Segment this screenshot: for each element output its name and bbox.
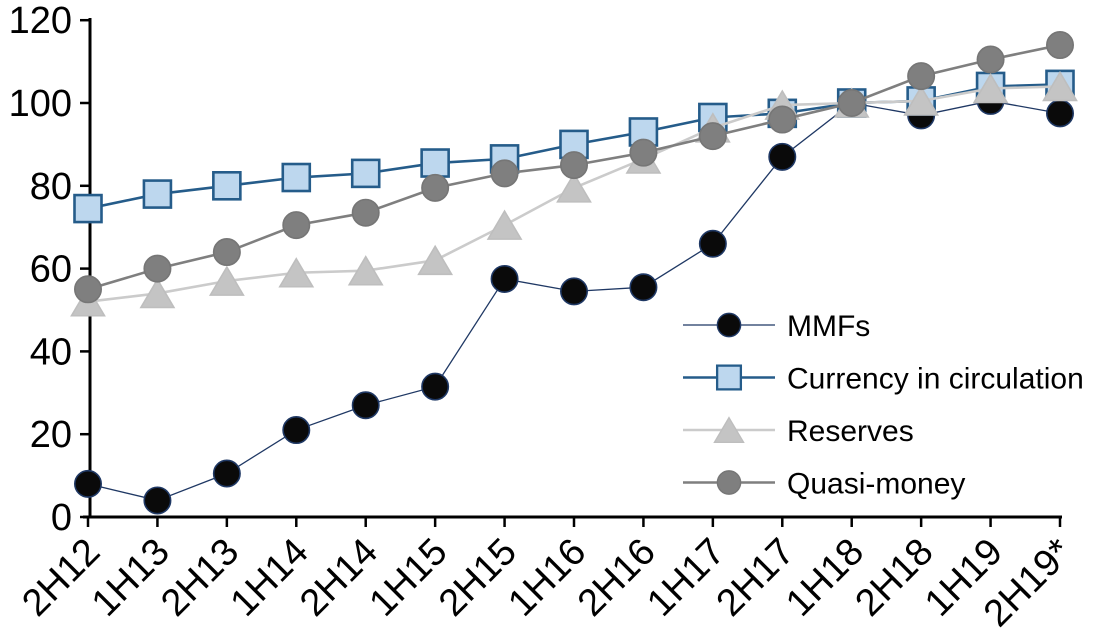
data-point-marker <box>768 142 797 171</box>
data-point-marker <box>556 172 592 203</box>
data-point-marker <box>972 72 1009 104</box>
x-tick-label: 1H16 <box>500 531 594 625</box>
data-point-marker <box>208 265 245 296</box>
data-point-marker <box>142 179 173 209</box>
legend-marker-glyph <box>716 470 742 495</box>
data-point-marker <box>350 158 381 189</box>
x-tick-label: 1H14 <box>223 531 317 625</box>
legend-item: Quasi-money <box>683 468 965 501</box>
data-point-marker <box>139 277 176 309</box>
data-point-marker <box>421 173 450 202</box>
data-point-marker <box>417 244 454 276</box>
legend-label: Currency in circulation <box>787 363 1084 396</box>
data-point-marker <box>74 275 103 304</box>
data-point-marker <box>559 277 588 306</box>
data-point-marker <box>486 209 523 240</box>
y-tick-label: 100 <box>9 83 72 125</box>
data-point-marker <box>282 416 311 445</box>
data-point-marker <box>143 486 172 515</box>
data-point-marker <box>907 62 936 91</box>
series-quasi-money <box>74 31 1075 304</box>
data-point-marker <box>1046 99 1075 128</box>
data-point-marker <box>837 89 866 118</box>
y-tick-label: 60 <box>30 249 72 291</box>
x-tick-label: 2H15 <box>431 531 525 625</box>
data-point-marker <box>903 85 940 116</box>
data-point-marker <box>351 198 380 227</box>
data-point-marker <box>281 162 312 193</box>
data-point-marker <box>698 229 727 258</box>
x-tick-label: 2H17 <box>709 531 803 625</box>
data-point-marker <box>490 159 519 188</box>
data-point-marker <box>347 255 384 286</box>
data-point-marker <box>212 459 241 488</box>
data-point-marker <box>768 105 797 134</box>
legend-item: MMFs <box>683 310 870 343</box>
legend-label: MMFs <box>787 310 870 343</box>
x-tick-label: 1H17 <box>639 531 733 625</box>
legend: MMFs Currency in circulation Reserves Quasi… <box>683 310 1084 501</box>
legend-marker <box>716 470 742 495</box>
data-point-marker <box>629 273 658 302</box>
data-point-marker <box>420 148 450 178</box>
x-tick-label: 2H12 <box>14 531 108 625</box>
legend-label: Quasi-money <box>787 468 965 501</box>
legend-marker-glyph <box>715 364 743 391</box>
legend-marker-glyph <box>716 312 742 338</box>
data-point-marker <box>212 238 241 267</box>
x-tick-label: 2H14 <box>292 531 386 625</box>
data-point-marker <box>559 151 588 180</box>
data-point-marker <box>976 45 1005 74</box>
data-point-marker <box>351 391 380 420</box>
x-tick-label: 2H13 <box>153 531 247 625</box>
legend-marker <box>713 416 745 444</box>
legend-marker <box>715 364 743 391</box>
legend-marker-glyph <box>713 416 745 444</box>
y-tick-label: 120 <box>9 0 72 42</box>
x-tick-label: 1H15 <box>362 531 456 625</box>
data-point-marker <box>212 171 242 201</box>
data-point-marker <box>698 122 727 151</box>
data-point-marker <box>282 211 311 240</box>
data-point-marker <box>490 264 519 293</box>
y-tick-label: 40 <box>30 331 72 373</box>
y-tick-label: 80 <box>30 166 72 208</box>
x-tick-label: 1H18 <box>778 531 872 625</box>
x-tick-label: 2H16 <box>570 531 664 625</box>
x-tick-label: 2H18 <box>848 531 942 625</box>
data-point-marker <box>74 469 103 498</box>
data-point-marker <box>278 257 315 288</box>
legend-item: Reserves <box>683 415 914 448</box>
y-tick-label: 0 <box>51 497 72 539</box>
data-point-marker <box>73 193 103 224</box>
legend-item: Currency in circulation <box>683 363 1084 396</box>
y-tick-label: 20 <box>30 414 72 456</box>
legend-label: Reserves <box>787 415 914 448</box>
data-point-marker <box>629 138 658 167</box>
legend-marker <box>716 312 742 338</box>
data-point-marker <box>143 254 172 283</box>
data-point-marker <box>1046 31 1075 60</box>
data-point-marker <box>421 372 450 401</box>
data-point-marker <box>1042 70 1078 102</box>
x-tick-label: 1H13 <box>84 531 178 625</box>
